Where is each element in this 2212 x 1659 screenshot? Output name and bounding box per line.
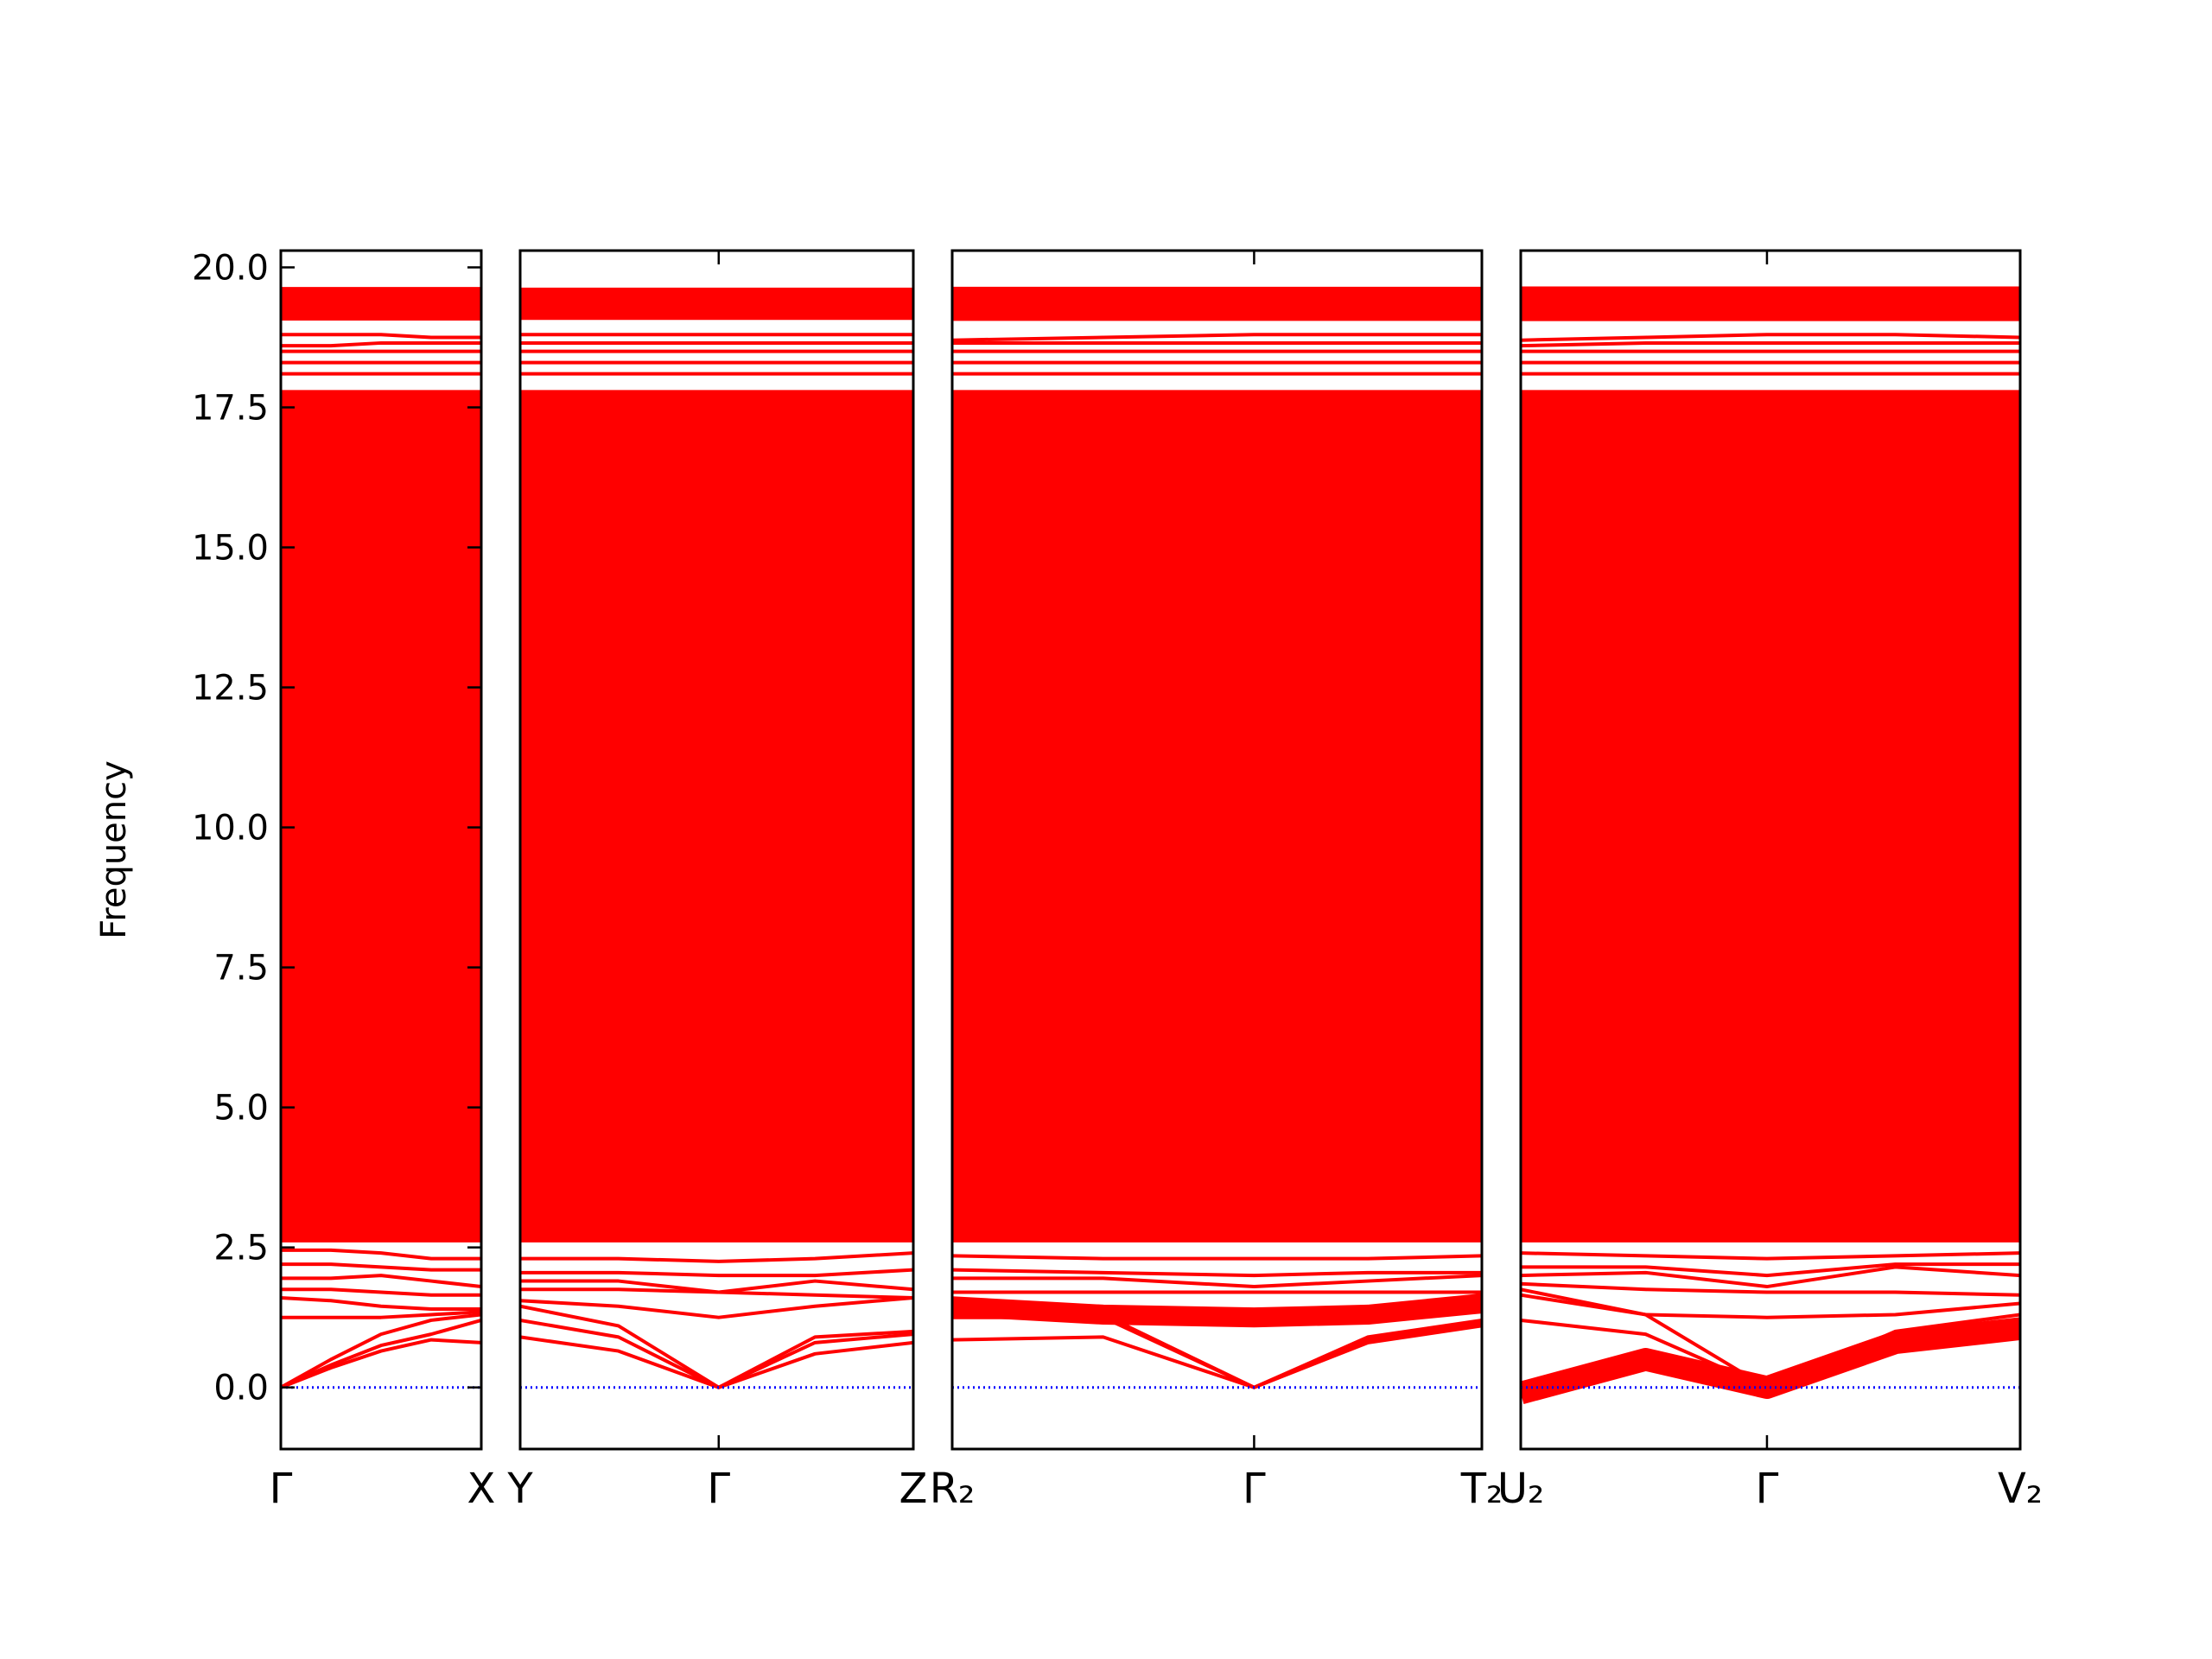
y-axis-label: Frequency	[94, 760, 134, 939]
band-line	[1521, 1265, 2020, 1289]
band-line	[281, 340, 481, 348]
x-tick-label: U₂	[1497, 1465, 1544, 1513]
x-tick-label: Y	[506, 1465, 533, 1513]
y-tick-label: 10.0	[192, 809, 269, 849]
x-tick-label: R₂	[930, 1465, 976, 1513]
band-line	[520, 1251, 913, 1263]
band-line	[520, 1335, 913, 1389]
band-line	[1521, 340, 2020, 348]
band-line	[520, 1296, 913, 1319]
y-tick-label: 0.0	[213, 1369, 269, 1408]
x-tick-label: Γ	[1756, 1465, 1779, 1513]
panel-frame	[1519, 249, 2022, 1451]
y-tick-label: 12.5	[192, 669, 269, 709]
band-line	[1521, 1281, 2020, 1297]
band-line	[281, 1248, 481, 1261]
x-tick-label: Γ	[707, 1465, 730, 1513]
band-line	[281, 1274, 481, 1289]
band-line	[281, 1310, 481, 1319]
band-line	[952, 333, 1482, 342]
panel	[1521, 286, 2020, 1404]
y-tick-label: 2.5	[213, 1229, 269, 1268]
band-line	[520, 1318, 913, 1389]
band-line	[1521, 1251, 2020, 1261]
panel	[520, 287, 913, 1389]
band-line	[952, 1268, 1482, 1278]
band-line	[281, 1296, 481, 1311]
x-tick-label: X	[467, 1465, 496, 1513]
panel-frame	[950, 249, 1484, 1451]
panel	[281, 287, 481, 1389]
y-tick-label: 20.0	[192, 248, 269, 288]
y-tick-label: 17.5	[192, 388, 269, 428]
band-line	[520, 1268, 913, 1278]
x-tick-label: Γ	[1243, 1465, 1266, 1513]
x-tick-label: T₂	[1460, 1465, 1503, 1513]
y-tick-label: 15.0	[192, 529, 269, 569]
band-line	[281, 1287, 481, 1297]
band-line	[281, 1313, 481, 1389]
band-line	[1521, 1287, 2020, 1389]
band-line	[952, 1293, 1482, 1328]
y-tick-label: 7.5	[213, 949, 269, 988]
band-line	[1521, 1293, 2020, 1319]
x-tick-label: Γ	[270, 1465, 293, 1513]
panel	[952, 286, 1482, 1389]
band-line	[1521, 333, 2020, 342]
band-line	[281, 1262, 481, 1272]
band-line	[1521, 1262, 2020, 1278]
band-line	[281, 333, 481, 340]
x-tick-label: Z	[899, 1465, 928, 1513]
band-line	[520, 1279, 913, 1294]
band-line	[952, 1274, 1482, 1289]
y-tick-label: 5.0	[213, 1089, 269, 1128]
x-tick-label: V₂	[1998, 1465, 2043, 1513]
panel-frame	[279, 249, 483, 1451]
panel-frame	[518, 249, 915, 1451]
band-line	[281, 1319, 481, 1389]
band-line	[1521, 1317, 2020, 1404]
band-line	[952, 1254, 1482, 1261]
band-line	[952, 1315, 1482, 1389]
